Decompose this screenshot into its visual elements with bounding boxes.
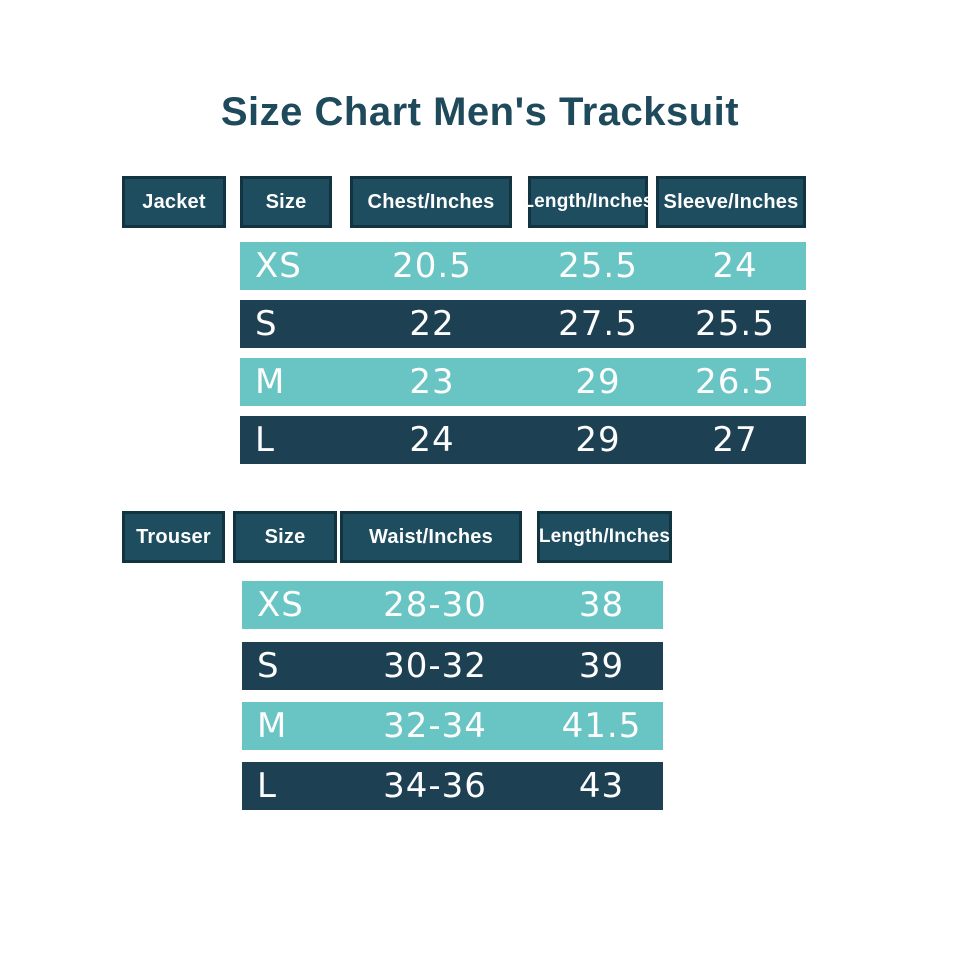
jacket-table-row-xs: XS 20.5 25.5 24: [240, 242, 806, 290]
waist-value-cell: 34-36: [383, 766, 487, 806]
length-value-cell: 25.5: [558, 246, 638, 286]
length-value-cell: 29: [575, 362, 621, 402]
trouser-table-row-xs: XS 28-30 38: [242, 581, 663, 629]
trouser-table-label: Trouser: [122, 511, 225, 563]
trouser-table-row-l: L 34-36 43: [242, 762, 663, 810]
jacket-col-header-chest: Chest/Inches: [350, 176, 512, 228]
page-title: Size Chart Men's Tracksuit: [220, 90, 740, 134]
size-cell: M: [257, 706, 288, 746]
chest-value-cell: 22: [409, 304, 455, 344]
jacket-col-header-length: Length/Inches: [522, 176, 654, 228]
size-cell: L: [255, 420, 275, 460]
chest-value-cell: 24: [409, 420, 455, 460]
sleeve-value-cell: 25.5: [695, 304, 775, 344]
length-value-cell: 41.5: [561, 706, 642, 746]
size-cell: XS: [257, 585, 304, 625]
waist-value-cell: 30-32: [383, 646, 487, 686]
trouser-table-row-s: S 30-32 39: [242, 642, 663, 690]
size-cell: L: [257, 766, 277, 806]
sleeve-value-cell: 27: [712, 420, 758, 460]
sleeve-value-cell: 26.5: [695, 362, 775, 402]
size-cell: XS: [255, 246, 302, 286]
length-value-cell: 43: [578, 766, 625, 806]
length-value-cell: 38: [578, 585, 625, 625]
jacket-table-row-l: L 24 29 27: [240, 416, 806, 464]
waist-value-cell: 32-34: [383, 706, 487, 746]
trouser-table-row-m: M 32-34 41.5: [242, 702, 663, 750]
trouser-col-header-length: Length/Inches: [537, 511, 672, 563]
length-value-cell: 27.5: [558, 304, 638, 344]
waist-value-cell: 28-30: [383, 585, 487, 625]
jacket-table-row-s: S 22 27.5 25.5: [240, 300, 806, 348]
sleeve-value-cell: 24: [712, 246, 758, 286]
trouser-col-header-waist: Waist/Inches: [340, 511, 522, 563]
jacket-col-header-sleeve: Sleeve/Inches: [656, 176, 806, 228]
length-value-cell: 29: [575, 420, 621, 460]
size-cell: M: [255, 362, 286, 402]
jacket-table-label: Jacket: [122, 176, 226, 228]
size-cell: S: [255, 304, 278, 344]
trouser-col-header-size: Size: [233, 511, 337, 563]
chest-value-cell: 23: [409, 362, 455, 402]
size-cell: S: [257, 646, 280, 686]
jacket-table-row-m: M 23 29 26.5: [240, 358, 806, 406]
jacket-col-header-size: Size: [240, 176, 332, 228]
chest-value-cell: 20.5: [392, 246, 472, 286]
length-value-cell: 39: [578, 646, 625, 686]
